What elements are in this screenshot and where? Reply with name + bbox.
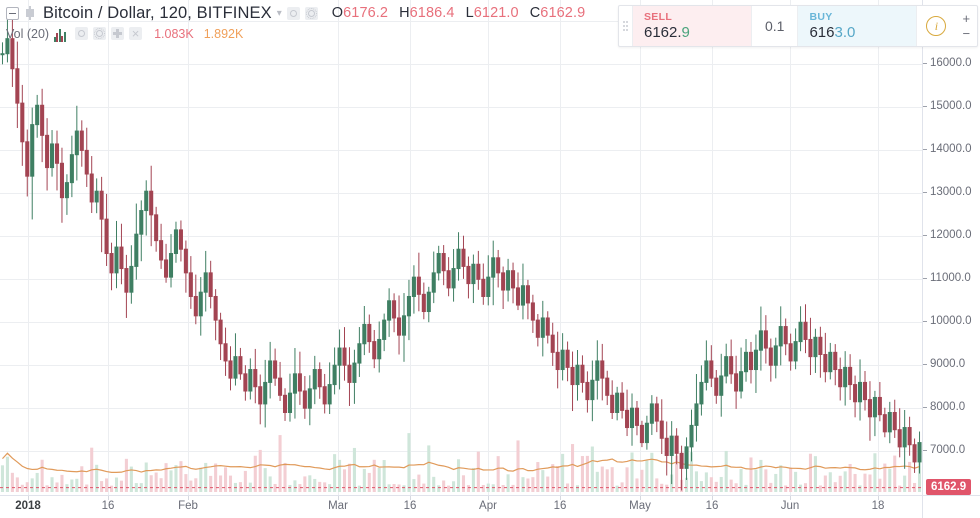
ohlc-close: C6162.9 <box>529 5 586 21</box>
symbol-title[interactable]: Bitcoin / Dollar, 120, BITFINEX <box>43 3 272 22</box>
legend-symbol-row[interactable]: Bitcoin / Dollar, 120, BITFINEX ▾ O6176.… <box>6 2 596 24</box>
current-price-badge: 6162.9 <box>926 479 972 496</box>
increase-quantity-button[interactable]: + <box>962 11 971 26</box>
time-tick: May <box>629 500 651 512</box>
volume-ma-value: 1.892K <box>203 26 244 41</box>
time-tick-mark <box>560 496 561 500</box>
move-icon[interactable] <box>111 27 125 40</box>
price-tick: 11000.0 <box>923 272 971 284</box>
time-tick-mark <box>878 496 879 500</box>
time-tick: Jun <box>780 500 800 512</box>
time-tick: 16 <box>705 500 719 512</box>
candlestick-icon <box>25 6 36 20</box>
price-axis[interactable]: 17000.016000.015000.014000.013000.012000… <box>922 0 980 513</box>
ohlc-low: L6121.0 <box>465 5 519 21</box>
time-tick-mark <box>790 496 791 500</box>
time-tick-mark <box>712 496 713 500</box>
time-tick-mark <box>28 496 29 500</box>
minus-square-icon[interactable] <box>6 6 19 20</box>
eye-icon[interactable] <box>286 6 300 20</box>
volume-mini-preview-icon <box>54 26 66 42</box>
time-tick: 16 <box>403 500 417 512</box>
quantity-stepper[interactable]: + − <box>955 6 977 46</box>
volume-value: 1.083K <box>154 26 194 41</box>
ohlc-open: O6176.2 <box>331 5 389 21</box>
price-tick: 15000.0 <box>923 100 972 112</box>
time-tick: 2018 <box>15 500 41 512</box>
ohlc-values: O6176.2 H6186.4 L6121.0 C6162.9 <box>332 5 597 21</box>
sell-price: 6162.9 <box>644 24 690 41</box>
gear-icon[interactable] <box>304 6 318 20</box>
time-tick-mark <box>410 496 411 500</box>
sell-button[interactable]: SELL 6162.9 <box>633 6 751 46</box>
time-tick: 18 <box>871 500 885 512</box>
chart-legend: Bitcoin / Dollar, 120, BITFINEX ▾ O6176.… <box>6 2 596 43</box>
time-axis[interactable]: 2018 16 Feb Mar 16 Apr 16 May 16 Jun 18 <box>0 495 980 518</box>
price-tick: 8000.0 <box>923 401 965 413</box>
time-tick: Feb <box>178 500 198 512</box>
price-tick: 13000.0 <box>923 186 972 198</box>
quantity-value: 0.1 <box>765 18 785 34</box>
quantity-input[interactable]: 0.1 <box>751 6 799 46</box>
candlestick-series <box>0 16 922 491</box>
price-tick: 12000.0 <box>923 229 972 241</box>
close-icon[interactable] <box>129 27 143 40</box>
decrease-quantity-button[interactable]: − <box>962 26 971 41</box>
axis-corner <box>922 496 980 518</box>
info-button[interactable]: i <box>916 6 955 46</box>
price-tick: 7000.0 <box>923 444 965 456</box>
ohlc-high: H6186.4 <box>399 5 455 21</box>
buy-label: BUY <box>809 11 833 23</box>
buy-button[interactable]: BUY 6163.0 <box>798 6 917 46</box>
legend-volume-row[interactable]: Vol (20) 1.083K 1.892K <box>6 24 596 43</box>
chevron-down-icon[interactable]: ▾ <box>276 7 282 19</box>
time-tick-mark <box>108 496 109 500</box>
buy-price: 6163.0 <box>809 24 856 41</box>
price-tick: 14000.0 <box>923 143 972 155</box>
time-tick-mark <box>338 496 339 500</box>
time-tick-mark <box>188 496 189 500</box>
time-tick-mark <box>488 496 489 500</box>
eye-icon[interactable] <box>75 27 89 40</box>
order-panel[interactable]: SELL 6162.9 0.1 BUY 6163.0 i + − <box>618 5 979 47</box>
sell-label: SELL <box>644 11 673 23</box>
time-tick-mark <box>640 496 641 500</box>
info-icon: i <box>926 16 947 36</box>
chart-plot-area[interactable] <box>0 0 922 495</box>
price-tick: 10000.0 <box>923 315 972 327</box>
volume-indicator-title[interactable]: Vol (20) <box>6 26 50 41</box>
time-tick: 16 <box>101 500 115 512</box>
price-tick: 16000.0 <box>923 57 972 69</box>
time-tick: Apr <box>479 500 497 512</box>
time-tick: Mar <box>328 500 348 512</box>
gear-icon[interactable] <box>93 27 107 40</box>
drag-handle-icon[interactable] <box>619 6 633 46</box>
price-tick: 9000.0 <box>923 358 965 370</box>
time-tick: 16 <box>553 500 567 512</box>
